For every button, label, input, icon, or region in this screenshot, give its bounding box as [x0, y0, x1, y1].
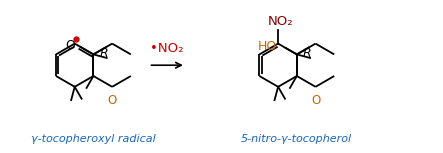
Text: HO: HO — [258, 40, 277, 53]
Text: NO₂: NO₂ — [267, 15, 293, 28]
Text: •NO₂: •NO₂ — [151, 42, 184, 55]
Text: R: R — [303, 47, 311, 60]
Text: R: R — [99, 47, 108, 60]
Text: O: O — [65, 39, 75, 52]
Text: γ-tocopheroxyl radical: γ-tocopheroxyl radical — [31, 134, 156, 144]
Text: O: O — [311, 94, 320, 107]
Text: O: O — [108, 94, 117, 107]
Text: 5-nitro-γ-tocopherol: 5-nitro-γ-tocopherol — [241, 134, 352, 144]
